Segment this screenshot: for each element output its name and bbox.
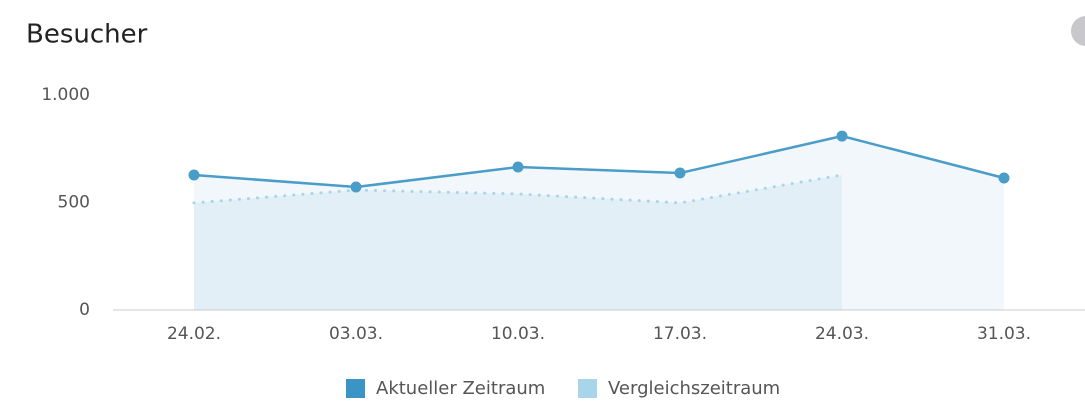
legend-swatch xyxy=(346,379,365,398)
x-tick-label: 31.03. xyxy=(977,324,1031,344)
x-tick-label: 24.03. xyxy=(815,324,869,344)
point xyxy=(188,169,200,181)
point xyxy=(998,172,1010,184)
point xyxy=(674,167,686,179)
area xyxy=(194,174,842,310)
series-line xyxy=(192,173,844,205)
point xyxy=(836,130,848,142)
legend-label: Aktueller Zeitraum xyxy=(376,378,545,399)
help-icon[interactable] xyxy=(1071,16,1085,46)
point xyxy=(512,161,524,173)
legend-label: Vergleichszeitraum xyxy=(608,378,780,399)
x-tick-label: 03.03. xyxy=(329,324,383,344)
series-line xyxy=(193,134,1005,189)
legend-swatch xyxy=(578,379,597,398)
y-tick-label: 500 xyxy=(58,193,90,213)
point xyxy=(350,181,362,193)
x-tick-label: 17.03. xyxy=(653,324,707,344)
y-tick-label: 0 xyxy=(79,300,90,320)
y-tick-label: 1.000 xyxy=(41,85,90,105)
x-tick-label: 24.02. xyxy=(167,324,221,344)
x-tick-label: 10.03. xyxy=(491,324,545,344)
area xyxy=(194,136,1004,310)
chart-title: Besucher xyxy=(26,20,148,50)
